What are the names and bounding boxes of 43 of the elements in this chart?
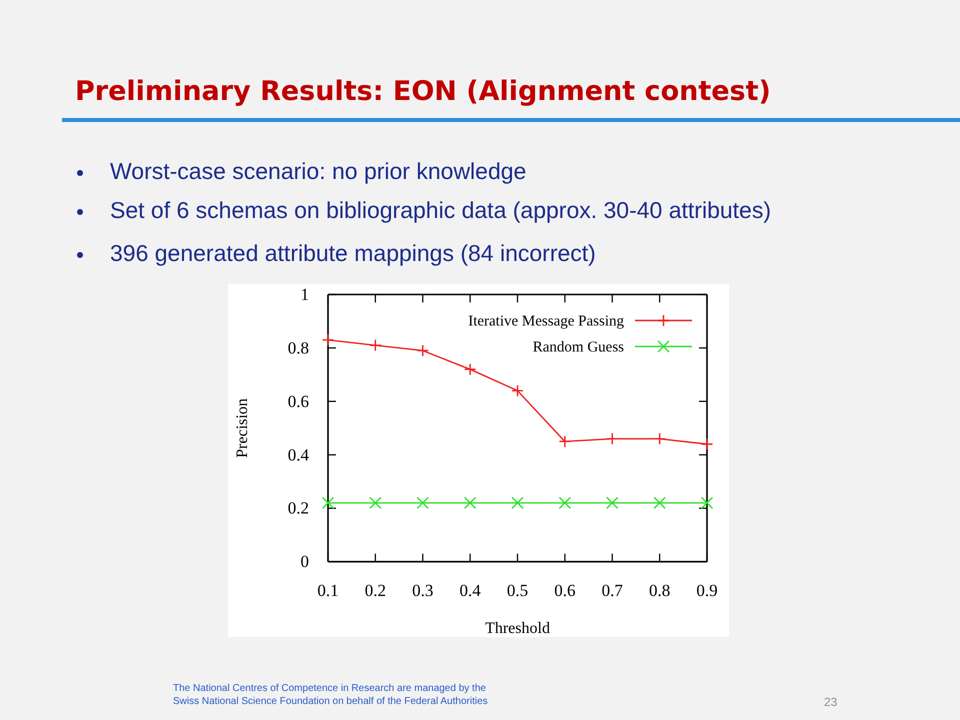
- point: [322, 334, 334, 346]
- legend-label: Iterative Message Passing: [468, 314, 624, 330]
- x-tick-label: 0.8: [649, 580, 670, 600]
- point: [416, 344, 429, 357]
- x-axis-title: Threshold: [485, 620, 550, 637]
- y-tick-label: 1: [300, 284, 309, 304]
- y-tick-label: 0.2: [288, 498, 309, 518]
- y-tick-label: 0: [300, 552, 309, 572]
- point: [464, 496, 476, 510]
- point: [653, 496, 666, 510]
- x-tick-label: 0.9: [696, 580, 718, 600]
- y-tick-label: 0.4: [288, 445, 310, 464]
- point: [511, 496, 524, 510]
- text: 23: [824, 695, 838, 709]
- point: [416, 496, 429, 510]
- point: [558, 496, 572, 510]
- point: [700, 438, 714, 450]
- x-tick-label: 0.6: [554, 580, 576, 600]
- point: [511, 384, 524, 397]
- point: [464, 363, 476, 376]
- text: Set of 6 schemas on bibliographic data (approx. 30-40 attributes): [110, 197, 771, 224]
- text: The National Centres of Competence in Research are managed by the Swiss National Science Foundation on behalf of the Federal Authorities: [173, 682, 489, 708]
- chart-title: Preliminary Results: EON (Alignment contest): [75, 76, 771, 107]
- point: [606, 496, 618, 510]
- point: [606, 432, 618, 445]
- point: [369, 496, 382, 510]
- x-tick-label: 0.7: [602, 580, 624, 600]
- x-tick-label: 0.2: [364, 580, 386, 600]
- point: [558, 435, 572, 448]
- point: [653, 432, 666, 445]
- x-tick-label: 0.3: [412, 580, 434, 600]
- text: Worst-case scenario: no prior knowledge: [110, 158, 526, 185]
- y-tick-label: 0.8: [288, 338, 309, 358]
- text: 396 generated attribute mappings (84 incorrect): [110, 240, 596, 267]
- point: [700, 496, 714, 510]
- y-tick-label: 0.6: [288, 392, 309, 411]
- point: [369, 339, 382, 352]
- x-tick-label: 0.5: [506, 580, 528, 600]
- x-tick-label: 0.1: [317, 580, 339, 600]
- legend-label: Random Guess: [532, 340, 624, 356]
- y-axis-title: Precision: [234, 398, 251, 458]
- point: [322, 496, 334, 510]
- x-tick-label: 0.4: [460, 580, 482, 600]
